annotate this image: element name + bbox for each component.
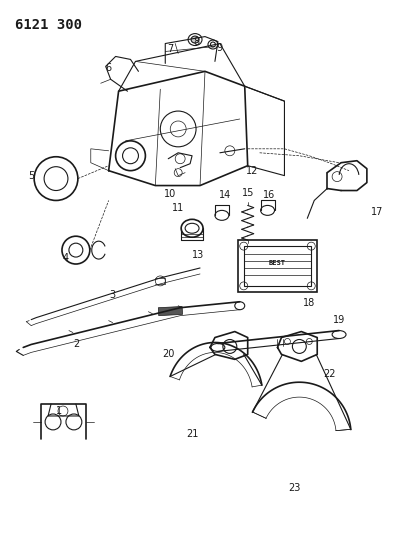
Text: 6121 300: 6121 300 [15,18,82,31]
Text: 10: 10 [164,189,176,198]
Bar [244,246,311,286]
Text: 13: 13 [192,250,204,260]
Text: 17: 17 [370,207,383,217]
Text: 21: 21 [186,429,198,439]
Text: 15: 15 [242,188,254,198]
Ellipse shape [191,36,199,43]
Text: 1: 1 [56,406,62,416]
Text: 22: 22 [323,369,335,379]
Text: BEST: BEST [269,260,286,266]
Text: 8: 8 [193,37,199,46]
Text: 20: 20 [162,350,175,359]
Bar [158,306,182,316]
Text: 4: 4 [63,253,69,263]
Text: 7: 7 [167,44,173,54]
Text: 5: 5 [28,171,34,181]
Text: 6: 6 [106,63,112,74]
Bar [238,240,317,292]
Text: 23: 23 [288,483,301,494]
Text: 14: 14 [219,190,231,200]
Text: 16: 16 [264,190,276,200]
Text: 11: 11 [172,204,184,213]
Text: 18: 18 [303,298,315,308]
Text: 9: 9 [217,43,223,53]
Text: 12: 12 [246,166,258,176]
Text: 3: 3 [110,290,116,300]
Text: 19: 19 [333,314,345,325]
Text: 2: 2 [73,340,79,350]
